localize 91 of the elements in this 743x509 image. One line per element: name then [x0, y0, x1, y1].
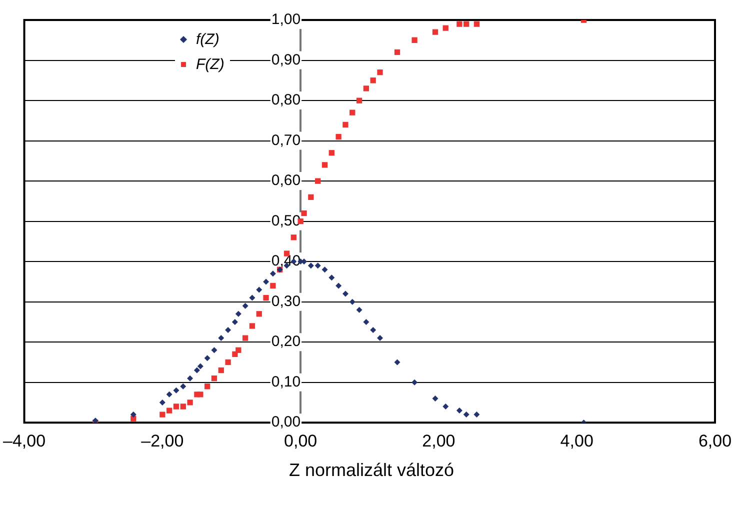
point [204, 355, 210, 362]
y-tick-label: 0,80 [271, 92, 301, 109]
point [173, 387, 180, 394]
point [263, 294, 269, 301]
point [263, 278, 270, 285]
y-tick-label: 0,60 [271, 172, 301, 190]
point [322, 266, 328, 273]
point [342, 290, 348, 297]
point [377, 70, 383, 76]
point [187, 400, 193, 406]
point [308, 194, 314, 200]
point [249, 294, 256, 301]
y-tick-label: 0,70 [271, 132, 301, 149]
point [166, 391, 172, 398]
point [328, 150, 334, 156]
y-tick-label: 0,30 [271, 292, 301, 310]
point [225, 359, 231, 366]
point [218, 335, 224, 342]
point [356, 306, 362, 313]
point [290, 234, 296, 240]
point [412, 37, 418, 43]
point [204, 384, 210, 390]
point [197, 363, 204, 370]
y-tick-label: 1,00 [271, 11, 301, 28]
point [322, 162, 328, 168]
point [412, 379, 418, 386]
y-tick-label: 0,90 [271, 51, 301, 68]
point [235, 310, 242, 317]
point [442, 403, 449, 410]
point [173, 404, 180, 410]
point [356, 98, 362, 104]
point [474, 412, 480, 418]
point [187, 375, 194, 382]
point [456, 21, 462, 27]
point [225, 327, 232, 333]
y-tick-label: 0,20 [271, 333, 301, 350]
point [180, 383, 186, 390]
point [363, 86, 370, 92]
point [270, 282, 276, 289]
x-tick-label: 4,00 [560, 431, 594, 450]
point [350, 110, 356, 116]
point [211, 347, 218, 354]
point [394, 49, 400, 56]
point [194, 367, 200, 374]
point [218, 367, 224, 374]
point [315, 178, 321, 184]
point [256, 311, 262, 317]
point [249, 323, 256, 329]
x-tick-label: 0,00 [284, 431, 318, 450]
point [349, 298, 356, 305]
y-tick-label: 0,00 [271, 414, 301, 431]
legend-label: f(Z) [196, 31, 220, 48]
point [336, 282, 342, 289]
point [376, 335, 383, 342]
point [442, 25, 448, 31]
point [342, 122, 348, 128]
point [456, 408, 462, 414]
point [474, 21, 480, 27]
x-tick-label: 2,00 [422, 431, 456, 450]
point [236, 347, 242, 353]
point [464, 21, 470, 27]
point [256, 286, 262, 293]
point [336, 134, 342, 140]
y-tick-label: 0,10 [271, 373, 301, 390]
point [166, 408, 172, 414]
point [463, 412, 470, 418]
point [242, 335, 248, 341]
point [198, 392, 204, 398]
point [270, 270, 276, 277]
point [211, 375, 218, 382]
point [314, 262, 321, 269]
point [159, 399, 166, 406]
point [180, 404, 186, 410]
x-tick-label: –4,00 [2, 431, 46, 450]
point [363, 318, 370, 325]
point [160, 412, 166, 418]
x-tick-label: –2,00 [141, 431, 184, 450]
legend-label: F(Z) [196, 56, 224, 73]
x-axis-title: Z normalizált változó [288, 460, 456, 481]
point [328, 274, 335, 281]
point [130, 412, 136, 418]
point [232, 318, 238, 325]
point [432, 395, 438, 402]
point [394, 359, 400, 366]
point [370, 78, 376, 84]
point [242, 302, 248, 309]
point [432, 29, 438, 35]
point [370, 327, 376, 333]
point [301, 210, 307, 216]
x-tick-label: 6,00 [698, 431, 732, 450]
point [308, 262, 314, 269]
